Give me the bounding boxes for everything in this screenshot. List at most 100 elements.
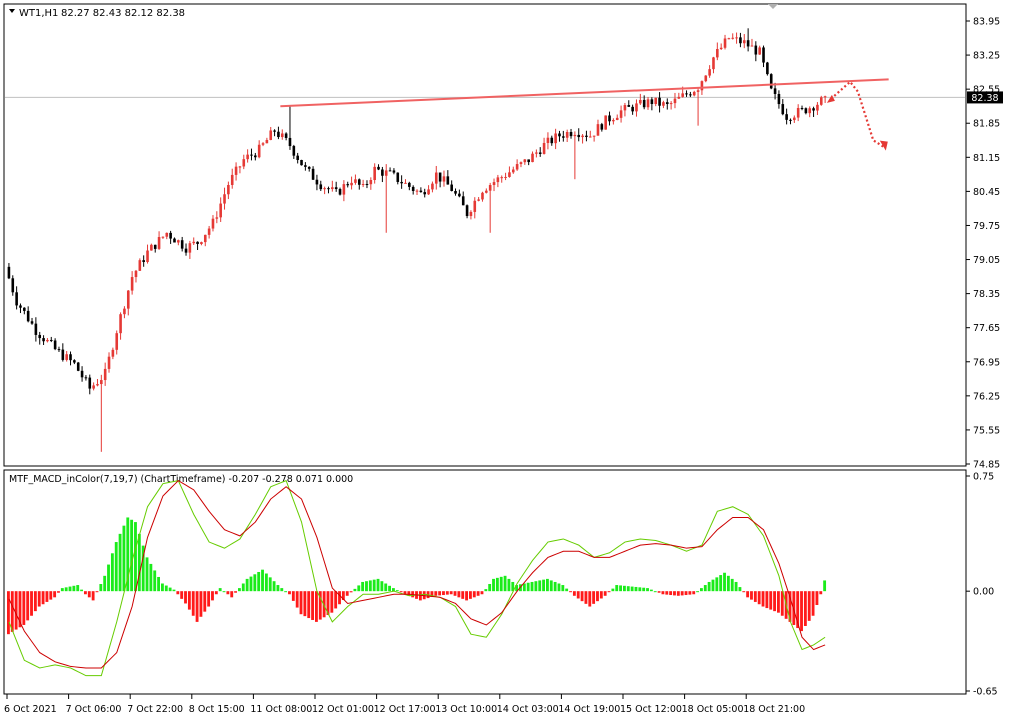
candle bbox=[119, 312, 122, 340]
candle-body bbox=[692, 91, 696, 96]
histogram-bar bbox=[538, 580, 542, 592]
candle bbox=[719, 43, 723, 50]
candle bbox=[746, 28, 750, 52]
candle bbox=[257, 140, 261, 159]
candle bbox=[88, 374, 92, 395]
candle-body bbox=[642, 99, 646, 108]
histogram-bar bbox=[241, 583, 245, 592]
candle-body bbox=[750, 45, 754, 47]
candle-body bbox=[742, 40, 746, 44]
candle bbox=[411, 185, 415, 195]
candle bbox=[34, 317, 38, 342]
candle-body bbox=[65, 354, 68, 360]
histogram-bar bbox=[657, 591, 661, 593]
time-tick-label: 13 Oct 10:00 bbox=[435, 704, 497, 715]
histogram-bar bbox=[611, 588, 615, 592]
histogram-bar bbox=[76, 585, 80, 592]
candle-body bbox=[600, 124, 604, 130]
candle-body bbox=[192, 241, 196, 244]
candle-body bbox=[384, 170, 388, 176]
candle-body bbox=[211, 218, 215, 229]
histogram-bar bbox=[199, 591, 203, 617]
candle bbox=[696, 88, 700, 126]
candles-group[interactable] bbox=[7, 28, 827, 452]
candle-body bbox=[242, 159, 246, 167]
histogram-bar bbox=[180, 591, 184, 599]
candle-body bbox=[461, 196, 465, 206]
candle bbox=[142, 255, 145, 267]
histogram-bar bbox=[511, 581, 515, 592]
histogram-bar bbox=[592, 591, 596, 604]
shift-marker-icon[interactable] bbox=[768, 4, 778, 9]
candle-body bbox=[200, 242, 203, 245]
candle-body bbox=[473, 200, 477, 212]
histogram-bar bbox=[276, 585, 280, 592]
candle bbox=[269, 126, 273, 141]
candle-body bbox=[631, 106, 634, 112]
candle bbox=[789, 118, 792, 125]
candle-body bbox=[592, 135, 596, 137]
candle bbox=[642, 95, 646, 110]
candle-body bbox=[338, 189, 342, 195]
candle bbox=[562, 130, 565, 142]
histogram-bar bbox=[168, 587, 172, 592]
price-axis: 83.95 83.25 82.55 81.85 81.15 80.45 79.75 79.05… bbox=[966, 17, 1000, 471]
candle bbox=[573, 131, 577, 180]
histogram-bar bbox=[723, 572, 726, 592]
price-tick-label: 83.95 bbox=[973, 17, 1000, 28]
candle bbox=[238, 165, 242, 174]
candle bbox=[203, 234, 207, 247]
histogram-bar bbox=[445, 591, 449, 595]
histogram-bar bbox=[334, 591, 338, 609]
histogram-bar bbox=[87, 591, 91, 598]
histogram-bar bbox=[230, 591, 234, 598]
candle bbox=[234, 162, 238, 181]
candle bbox=[677, 92, 681, 99]
price-panel[interactable] bbox=[3, 3, 967, 467]
candle-body bbox=[177, 240, 180, 243]
candle-body bbox=[304, 165, 307, 167]
candle-body bbox=[315, 179, 319, 185]
current-price-label: 82.38 bbox=[971, 93, 998, 104]
candle-body bbox=[23, 307, 26, 311]
candle-body bbox=[723, 38, 727, 48]
candle bbox=[635, 99, 638, 117]
histogram-bar bbox=[580, 591, 584, 602]
resistance-trendline[interactable] bbox=[280, 78, 889, 108]
candle-body bbox=[665, 102, 669, 105]
candle bbox=[415, 189, 419, 195]
candle-body bbox=[150, 244, 153, 251]
candle bbox=[284, 132, 288, 141]
histogram-bar bbox=[777, 591, 780, 613]
histogram-bar bbox=[823, 580, 827, 592]
candle bbox=[246, 149, 249, 163]
candle bbox=[481, 191, 484, 202]
macd-panel[interactable] bbox=[3, 469, 967, 695]
candle-body bbox=[423, 192, 427, 195]
histogram-bar bbox=[195, 591, 199, 622]
price-tick-label: 75.55 bbox=[973, 425, 1000, 436]
candle-body bbox=[623, 105, 627, 111]
candle bbox=[477, 197, 480, 202]
candle-body bbox=[785, 114, 788, 120]
candle bbox=[585, 130, 588, 142]
histogram-bar bbox=[665, 591, 669, 595]
candle-body bbox=[527, 159, 530, 163]
candle bbox=[76, 361, 80, 372]
histogram-bar bbox=[495, 577, 499, 592]
candle-body bbox=[777, 93, 781, 105]
histogram-bar bbox=[353, 588, 357, 592]
histogram-bar bbox=[187, 591, 191, 610]
candle bbox=[242, 154, 246, 170]
candle-body bbox=[408, 182, 411, 187]
candle-body bbox=[146, 250, 149, 263]
candle bbox=[126, 289, 130, 316]
histogram-bar bbox=[615, 585, 619, 592]
histogram-bar bbox=[642, 587, 646, 592]
histogram-bar bbox=[661, 591, 665, 595]
window-dropdown-icon[interactable] bbox=[9, 9, 15, 13]
histogram-bar bbox=[499, 576, 503, 592]
candle bbox=[685, 90, 688, 97]
histogram-bar bbox=[522, 583, 526, 592]
